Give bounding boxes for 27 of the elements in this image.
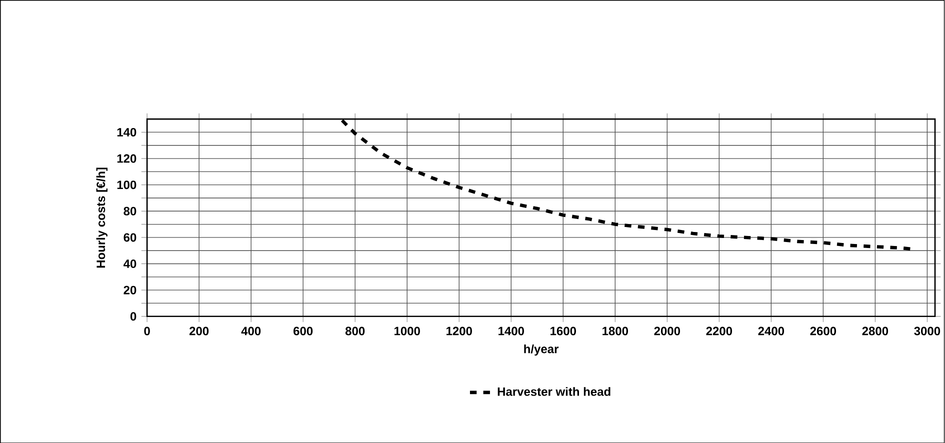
x-tick-label: 1800	[602, 326, 628, 336]
x-tick-label: 2000	[654, 326, 680, 336]
y-tick-label: 20	[124, 286, 136, 294]
x-tick-label: 1600	[550, 326, 576, 336]
x-tick-label: 1400	[498, 326, 524, 336]
x-axis-title: h/year	[524, 344, 559, 356]
y-tick-label: 100	[117, 180, 136, 189]
x-tick-label: 3000	[914, 326, 940, 336]
x-tick-label: 2200	[706, 326, 732, 336]
y-tick-label: 80	[124, 206, 136, 216]
legend-label: Harvester with head	[498, 386, 610, 396]
y-tick-label: 40	[124, 259, 136, 268]
x-tick-label: 800	[345, 326, 365, 336]
y-tick-label: 0	[130, 312, 136, 320]
x-tick-label: 200	[189, 326, 209, 336]
y-tick-label: 60	[124, 232, 136, 242]
y-axis-title: Hourly costs [€/h]	[96, 168, 108, 268]
x-tick-label: 0	[144, 326, 150, 336]
x-tick-label: 1200	[446, 326, 472, 336]
x-tick-label: 2600	[810, 326, 836, 336]
x-tick-label: 600	[294, 326, 313, 336]
x-tick-label: 2800	[862, 326, 888, 336]
x-tick-label: 400	[241, 326, 261, 336]
x-tick-label: 1000	[394, 326, 420, 336]
y-tick-label: 140	[117, 128, 136, 136]
y-tick-label: 120	[117, 154, 136, 163]
x-tick-label: 2400	[758, 326, 784, 336]
